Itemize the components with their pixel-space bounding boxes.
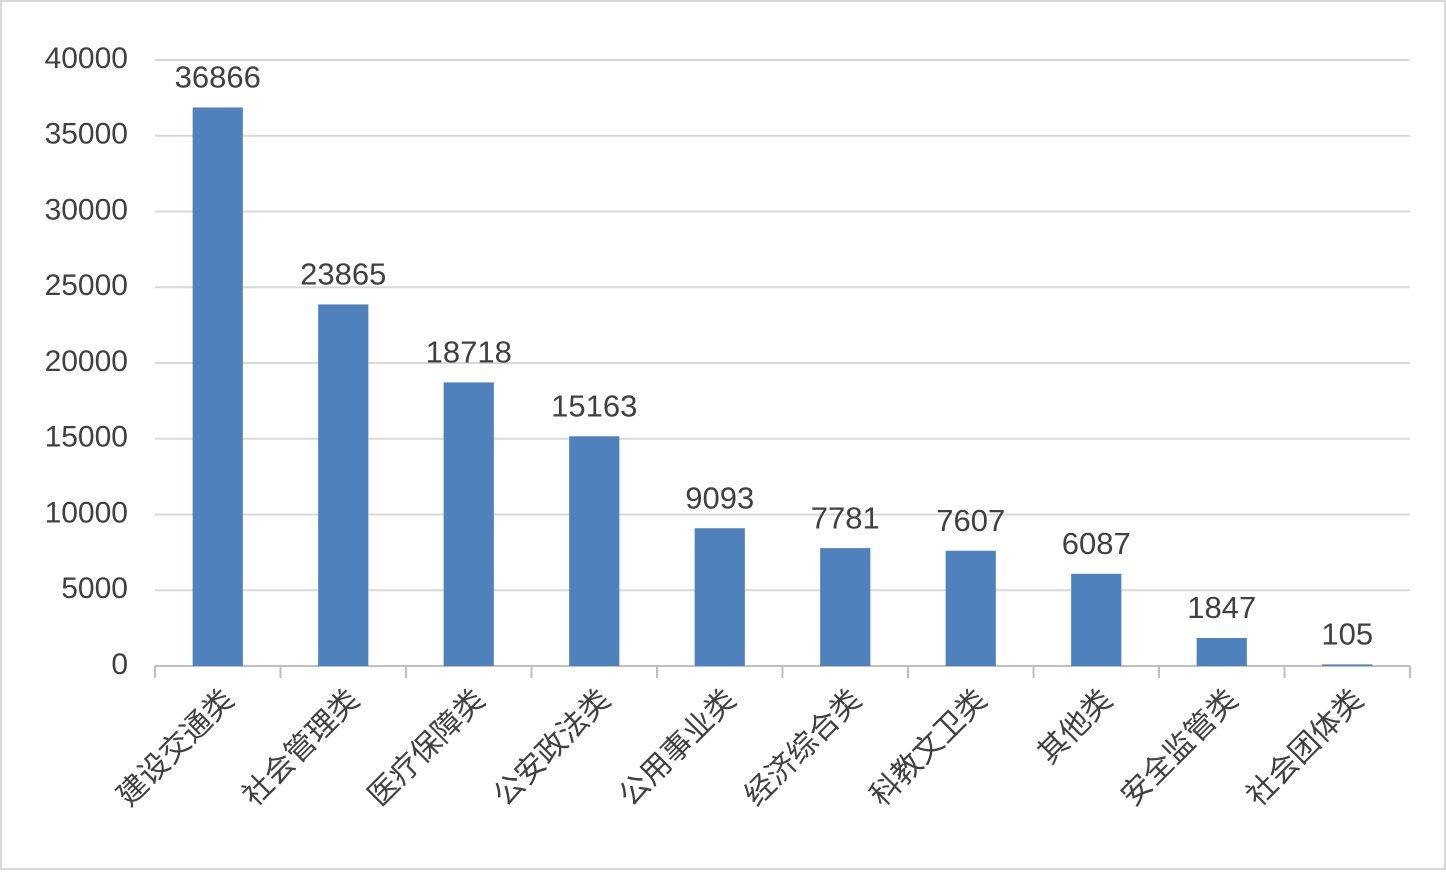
y-tick-label: 30000 xyxy=(45,193,128,226)
bar xyxy=(1071,573,1122,666)
y-tick-label: 20000 xyxy=(45,345,128,378)
bar xyxy=(192,107,243,666)
y-tick-label: 5000 xyxy=(61,572,128,605)
data-label: 6087 xyxy=(1062,526,1131,561)
bar xyxy=(569,436,620,666)
data-label: 9093 xyxy=(685,480,754,515)
data-label: 18718 xyxy=(426,335,512,370)
bar xyxy=(443,382,494,666)
data-label: 23865 xyxy=(300,257,386,292)
bar xyxy=(318,304,369,666)
data-label: 15163 xyxy=(551,388,637,423)
bar xyxy=(945,550,996,666)
y-tick-label: 15000 xyxy=(45,421,128,454)
data-label: 7781 xyxy=(811,500,880,535)
y-tick-label: 25000 xyxy=(45,269,128,302)
bar xyxy=(694,528,745,666)
y-tick-label: 10000 xyxy=(45,496,128,529)
data-label: 105 xyxy=(1321,617,1373,652)
y-tick-label: 0 xyxy=(111,648,128,681)
data-label: 7607 xyxy=(936,503,1005,538)
bar xyxy=(1196,638,1247,666)
bar xyxy=(820,548,871,666)
y-tick-label: 40000 xyxy=(45,42,128,75)
bar xyxy=(1322,664,1373,666)
y-tick-label: 35000 xyxy=(45,118,128,151)
data-label: 36866 xyxy=(175,60,261,95)
data-label: 1847 xyxy=(1187,590,1256,625)
